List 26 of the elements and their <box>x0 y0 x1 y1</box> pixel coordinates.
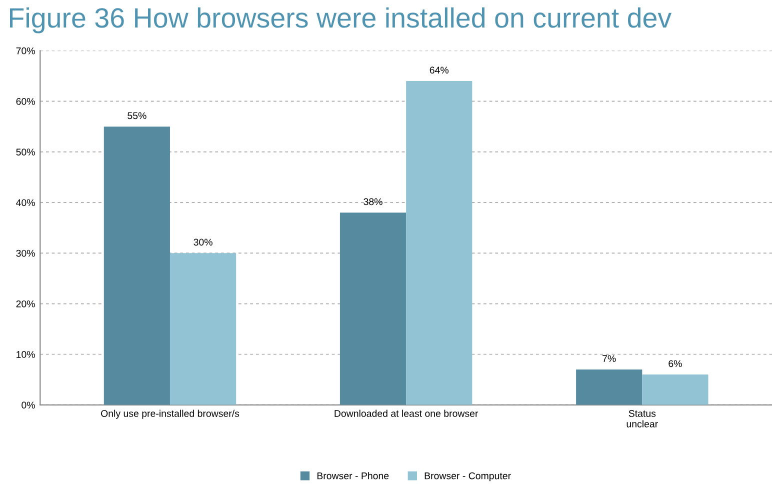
x-tick-label: Only use pre-installed browser/s <box>101 410 240 419</box>
y-tick-label: 60% <box>16 98 35 105</box>
text: 38% <box>364 198 382 206</box>
text: 64% <box>430 66 449 74</box>
y-tick-label: 0% <box>22 402 35 409</box>
bar <box>170 253 236 405</box>
y-tick-label: 10% <box>16 351 35 358</box>
text: 7% <box>602 355 616 362</box>
y-tick-label: 20% <box>16 300 35 308</box>
text: 6% <box>668 360 682 368</box>
x-tick-label: Status unclear <box>626 410 658 428</box>
bar <box>340 212 406 405</box>
y-tick-label: 50% <box>16 148 35 156</box>
bar <box>104 126 170 405</box>
bar <box>406 81 472 405</box>
text: 55% <box>128 112 146 120</box>
bar <box>576 369 642 405</box>
y-tick-label: 70% <box>16 47 35 54</box>
chart-title: Figure 36 How browsers were installed on current dev <box>10 7 672 34</box>
x-tick-label: Downloaded at least one browser <box>334 410 478 417</box>
y-tick-label: 40% <box>16 199 35 206</box>
legend-label: Browser - Computer <box>424 472 511 482</box>
bar <box>642 374 708 405</box>
text: 30% <box>194 238 212 246</box>
legend-label: Browser - Phone <box>317 472 389 480</box>
y-tick-label: 30% <box>16 250 35 257</box>
